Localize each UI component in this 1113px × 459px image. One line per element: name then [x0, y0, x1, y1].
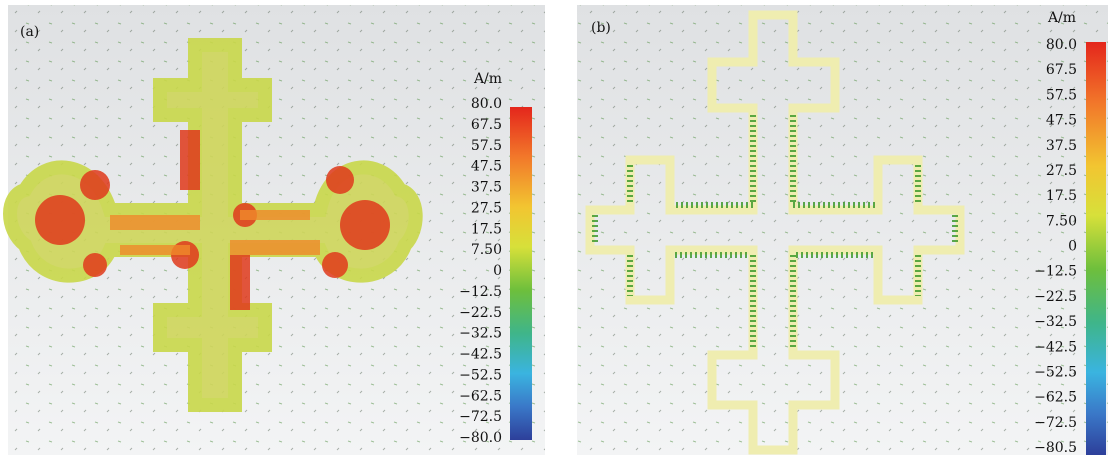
colorbar-tick-label: 17.5: [471, 221, 502, 237]
colorbar-tick-label: 80.0: [1046, 37, 1077, 53]
colorbar-tick-label: −12.5: [459, 284, 502, 300]
colorbar: [1086, 42, 1106, 455]
colorbar-tick-label: 7.50: [1046, 213, 1077, 229]
figure: (a) A/m 80.0 67.5 57.5 47.5 37.5 27.5 17.5 7.50 0 −…: [0, 0, 1113, 459]
colorbar-tick-label: −32.5: [1034, 314, 1077, 330]
colorbar-tick-label: −52.5: [1034, 364, 1077, 380]
colorbar: [510, 107, 532, 440]
colorbar-tick-label: 27.5: [471, 200, 502, 216]
colorbar-tick-label: −42.5: [1034, 339, 1077, 355]
colorbar-tick-label: −52.5: [459, 367, 502, 383]
colorbar-tick-label: 37.5: [471, 180, 502, 196]
colorbar-tick-label: −12.5: [1034, 264, 1077, 280]
panel-label: (a): [20, 24, 39, 40]
colorbar-tick-label: 0: [1068, 239, 1077, 255]
panel-label: (b): [591, 20, 611, 36]
colorbar-tick-label: 47.5: [1046, 113, 1077, 129]
colorbar-tick-label: −80.0: [459, 430, 502, 446]
colorbar-tick-label: 37.5: [1046, 138, 1077, 154]
colorbar-tick-label: 57.5: [1046, 87, 1077, 103]
colorbar-unit: A/m: [473, 71, 502, 87]
colorbar-tick-label: −42.5: [459, 347, 502, 363]
colorbar-tick-label: 80.0: [471, 96, 502, 112]
panel-b: [577, 5, 1108, 455]
colorbar-tick-label: 57.5: [471, 138, 502, 154]
colorbar-tick-label: −80.5: [1034, 440, 1077, 456]
colorbar-tick-label: −72.5: [459, 409, 502, 425]
colorbar-tick-label: 7.50: [471, 242, 502, 258]
colorbar-tick-label: 67.5: [1046, 62, 1077, 78]
colorbar-tick-label: −22.5: [459, 305, 502, 321]
colorbar-tick-label: −62.5: [1034, 390, 1077, 406]
colorbar-tick-label: −22.5: [1034, 289, 1077, 305]
colorbar-unit: A/m: [1047, 10, 1076, 26]
colorbar-tick-label: −32.5: [459, 326, 502, 342]
colorbar-tick-label: 27.5: [1046, 163, 1077, 179]
colorbar-tick-label: −62.5: [459, 388, 502, 404]
colorbar-tick-label: 17.5: [1046, 188, 1077, 204]
colorbar-tick-label: 67.5: [471, 117, 502, 133]
colorbar-tick-label: −72.5: [1034, 415, 1077, 431]
colorbar-tick-label: 0: [493, 263, 502, 279]
colorbar-tick-label: 47.5: [471, 159, 502, 175]
